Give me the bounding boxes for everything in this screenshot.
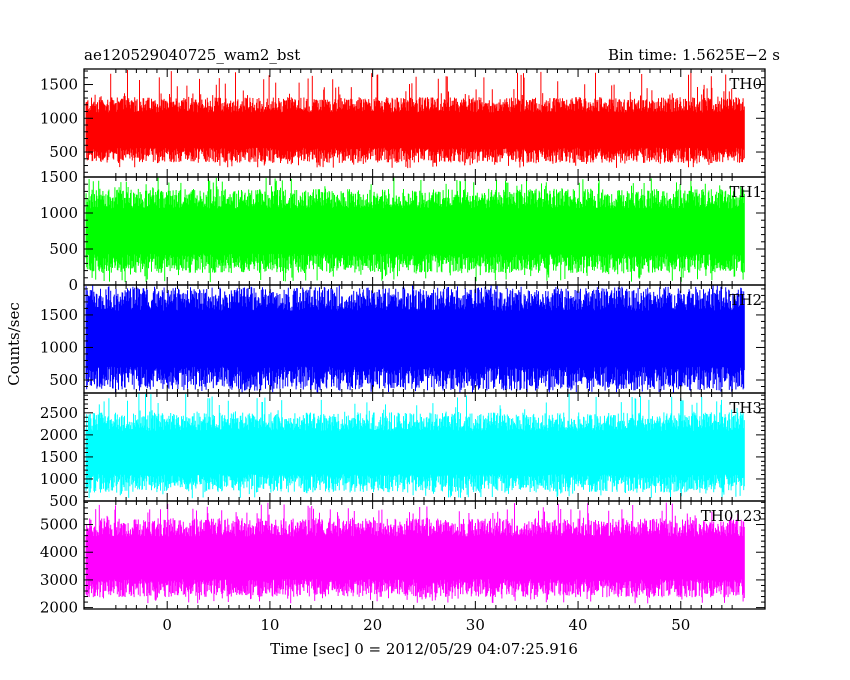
panel-th0123: 2000 3000 4000 5000 TH0123 [40,500,766,617]
y-tick-label: 500 [49,492,78,510]
series-th0123 [85,502,745,604]
panel-th1: 0 500 1000 1500 TH1 [40,168,766,294]
y-tick-label: 4000 [40,543,78,561]
x-tick-label: 20 [363,616,382,634]
y-tick-label: 1500 [40,448,78,466]
series-th3 [85,393,745,499]
y-tick-label: 3000 [40,571,78,589]
y-tick-label: 5000 [40,516,78,534]
chart-title-right: Bin time: 1.5625E−2 s [608,46,780,64]
panel-label: TH2 [729,291,762,309]
x-tick-label: 30 [466,616,485,634]
y-tick-label: 1500 [40,168,78,186]
panel-label: TH0123 [701,507,762,525]
series-th2 [85,285,745,393]
y-tick-label: 500 [49,371,78,389]
y-tick-label: 0 [68,276,78,294]
panel-label: TH1 [729,183,762,201]
panel-label: TH0 [729,75,762,93]
y-tick-label: 500 [49,143,78,161]
series-th0 [85,70,745,169]
y-tick-label: 1000 [40,204,78,222]
y-tick-label: 1000 [40,109,78,127]
y-tick-label: 1000 [40,338,78,356]
x-axis: 0 10 20 30 40 50 [162,616,690,634]
y-tick-label: 1500 [40,76,78,94]
x-tick-label: 40 [569,616,588,634]
y-tick-label: 2000 [40,426,78,444]
x-axis-label: Time [sec] 0 = 2012/05/29 04:07:25.916 [270,640,578,658]
y-tick-label: 2000 [40,599,78,617]
panel-label: TH3 [729,399,762,417]
panel-th0: 500 1000 1500 TH0 [40,68,766,178]
panel-th3: 500 1000 1500 2000 2500 TH3 [40,392,766,510]
y-tick-label: 1000 [40,470,78,488]
panel-frame [83,500,766,610]
x-tick-label: 50 [671,616,690,634]
series-th1 [85,177,745,283]
y-tick-label: 1500 [40,306,78,324]
y-tick-label: 500 [49,240,78,258]
x-tick-label: 10 [260,616,279,634]
y-tick-label: 2500 [40,404,78,422]
chart-title-left: ae120529040725_wam2_bst [84,46,300,64]
x-tick-label: 0 [162,616,172,634]
panel-th2: 500 1000 1500 TH2 [40,284,766,394]
y-axis-label: Counts/sec [5,302,23,386]
panels-group: 500 1000 1500 TH0 0 500 1000 1500 TH1 500 1000 1500… [40,68,766,617]
